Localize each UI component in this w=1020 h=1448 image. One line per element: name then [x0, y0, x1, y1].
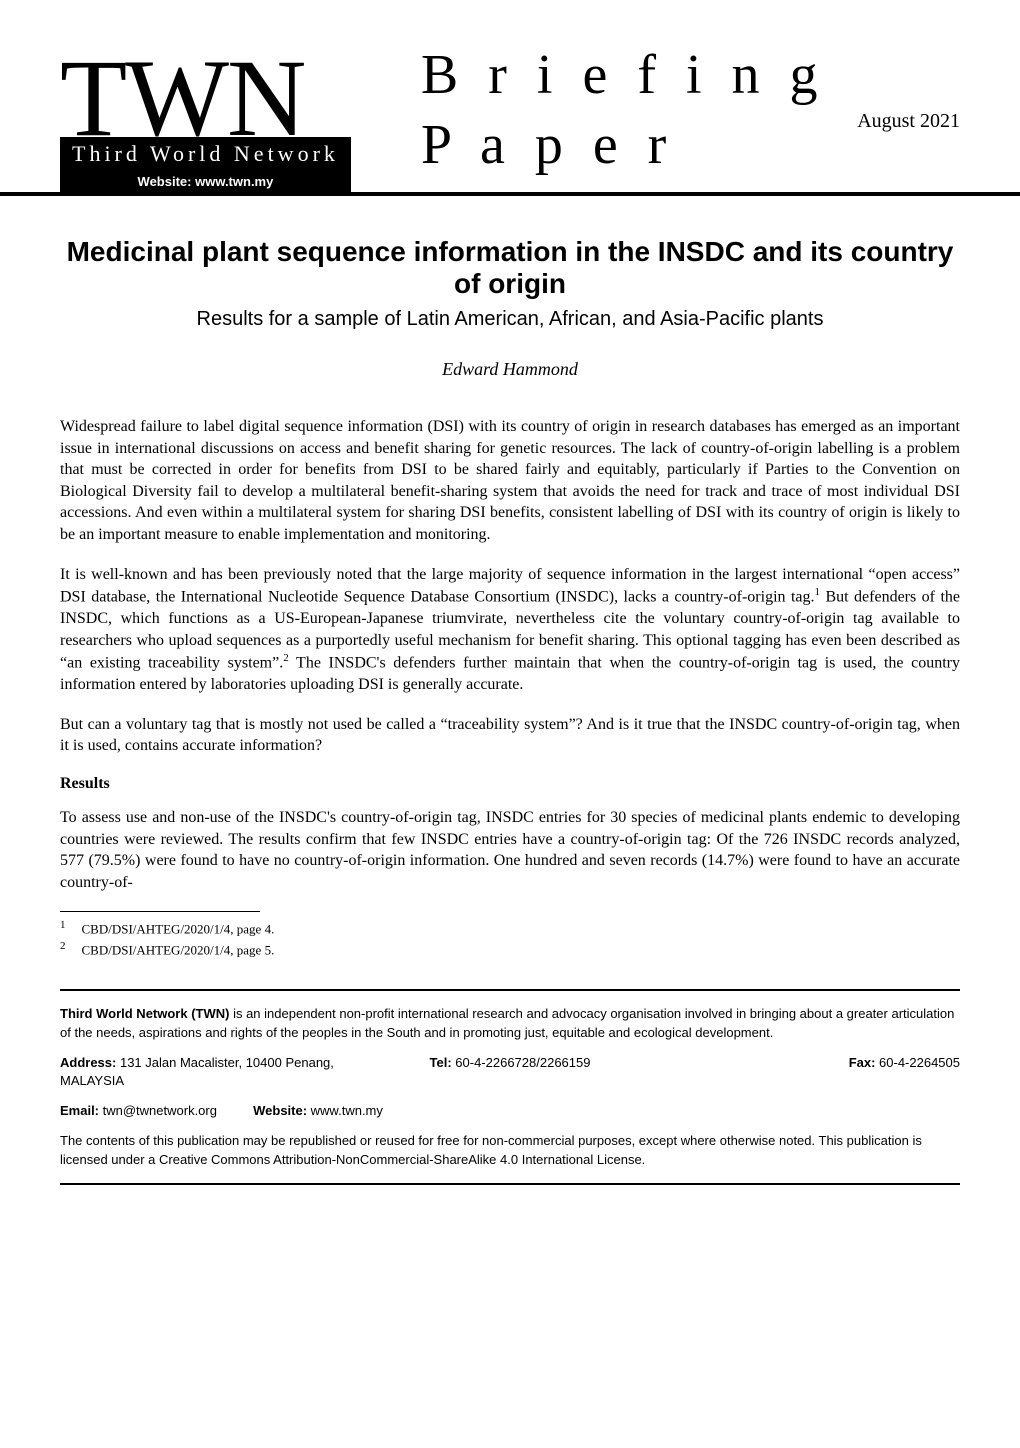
- footnote-divider: [60, 911, 260, 912]
- infobox-fax: Fax: 60-4-2264505: [660, 1054, 960, 1090]
- infobox-website: Website: www.twn.my: [253, 1103, 383, 1118]
- website-label: Website:: [253, 1103, 307, 1118]
- infobox-address: Address: 131 Jalan Macalister, 10400 Pen…: [60, 1054, 360, 1090]
- infobox-contact-row-2: Email: twn@twnetwork.org Website: www.tw…: [60, 1102, 960, 1120]
- infobox-contact-row-1: Address: 131 Jalan Macalister, 10400 Pen…: [60, 1054, 960, 1090]
- twn-logo: TWN Third World Network Website: www.twn…: [60, 52, 351, 193]
- results-heading: Results: [60, 775, 960, 793]
- fax-value: 60-4-2264505: [875, 1055, 960, 1070]
- footnote-2: 2 CBD/DSI/AHTEG/2020/1/4, page 5.: [60, 939, 960, 960]
- org-name-bar: Third World Network: [60, 137, 351, 171]
- footnote-1: 1 CBD/DSI/AHTEG/2020/1/4, page 4.: [60, 918, 960, 939]
- address-label: Address:: [60, 1055, 116, 1070]
- article-subtitle: Results for a sample of Latin American, …: [60, 308, 960, 331]
- fax-label: Fax:: [849, 1055, 876, 1070]
- briefing-line-1: B r i e f i n g: [421, 40, 826, 110]
- tel-value: 60-4-2266728/2266159: [452, 1055, 591, 1070]
- article-content: Medicinal plant sequence information in …: [0, 196, 1020, 989]
- header-right: B r i e f i n g P a p e r August 2021: [351, 40, 960, 192]
- page-header: TWN Third World Network Website: www.twn…: [0, 0, 1020, 196]
- info-box: Third World Network (TWN) is an independ…: [60, 989, 960, 1184]
- publication-date: August 2021: [857, 110, 960, 133]
- infobox-org-description: Third World Network (TWN) is an independ…: [60, 1005, 960, 1041]
- footnote-2-num: 2: [60, 940, 66, 952]
- footnote-1-text: CBD/DSI/AHTEG/2020/1/4, page 4.: [82, 922, 275, 937]
- footnote-1-num: 1: [60, 919, 66, 931]
- infobox-license: The contents of this publication may be …: [60, 1132, 960, 1168]
- article-title: Medicinal plant sequence information in …: [60, 236, 960, 300]
- paragraph-3: But can a voluntary tag that is mostly n…: [60, 714, 960, 757]
- article-author: Edward Hammond: [60, 359, 960, 380]
- website-value: www.twn.my: [307, 1103, 383, 1118]
- email-value: twn@twnetwork.org: [99, 1103, 217, 1118]
- paragraph-4: To assess use and non-use of the INSDC's…: [60, 807, 960, 893]
- paper-date-row: P a p e r August 2021: [381, 110, 960, 180]
- email-label: Email:: [60, 1103, 99, 1118]
- paragraph-1: Widespread failure to label digital sequ…: [60, 416, 960, 546]
- infobox-tel: Tel: 60-4-2266728/2266159: [360, 1054, 660, 1090]
- tel-label: Tel:: [430, 1055, 452, 1070]
- footnote-2-text: CBD/DSI/AHTEG/2020/1/4, page 5.: [82, 942, 275, 957]
- infobox-org-label: Third World Network (TWN): [60, 1006, 229, 1021]
- briefing-line-2: P a p e r: [421, 110, 674, 180]
- paragraph-2: It is well-known and has been previously…: [60, 564, 960, 696]
- infobox-email: Email: twn@twnetwork.org: [60, 1103, 217, 1118]
- website-bar: Website: www.twn.my: [60, 171, 351, 192]
- logo-text: TWN: [60, 52, 351, 146]
